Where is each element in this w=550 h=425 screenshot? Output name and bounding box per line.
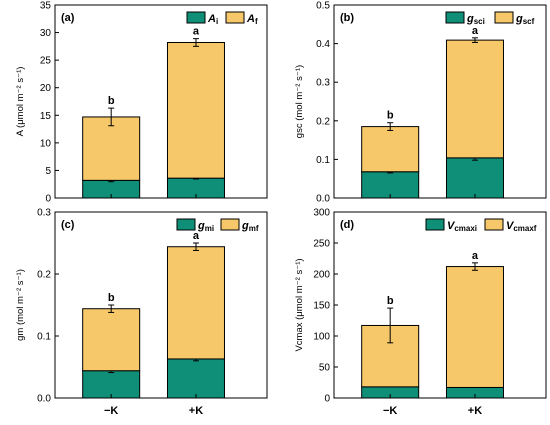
- y-tick-label: 200: [313, 270, 330, 281]
- y-tick-label: 0.2: [316, 116, 330, 127]
- legend-label: Ai: [207, 13, 218, 26]
- legend-swatch: [186, 11, 206, 24]
- y-tick-label: 25: [40, 56, 52, 67]
- y-tick-label: 100: [313, 332, 330, 343]
- y-axis-label: A (μmol m⁻² s⁻¹): [15, 67, 26, 137]
- bar-Vcmaxf-1: [445, 266, 504, 388]
- x-tick-label: −K: [383, 405, 397, 417]
- legend-label: gmi: [197, 220, 214, 233]
- legend-swatch: [445, 11, 465, 24]
- legend-swatch: [220, 218, 240, 231]
- bar-gsci-1: [445, 157, 504, 199]
- axes-frame: [54, 211, 268, 399]
- y-tick-label: 5: [45, 166, 51, 177]
- y-tick-label: 0: [324, 394, 330, 405]
- axes-frame: [333, 4, 547, 199]
- bar-gscf-0: [361, 126, 420, 173]
- bar-Af-1: [166, 41, 225, 179]
- axes-frame: [54, 4, 268, 199]
- panel-label: (b): [340, 12, 354, 24]
- panel-label: (c): [61, 219, 75, 231]
- y-tick-label: 35: [40, 1, 52, 12]
- legend-label: Vcmaxf: [506, 220, 537, 233]
- bar-gscf-1: [445, 39, 504, 159]
- legend-label: gscf: [515, 13, 535, 26]
- y-axis-label: Vcmax (μmol m⁻² s⁻¹): [294, 258, 305, 351]
- panel-label: (d): [340, 219, 354, 231]
- y-tick-label: 300: [313, 208, 330, 219]
- y-tick-label: 10: [40, 138, 52, 149]
- chart-panel-2: baba0.00.10.20.3−K+K(c)gm (mol m⁻² s⁻¹)g…: [15, 208, 268, 417]
- y-axis-label: gsc (mol m⁻² s⁻¹): [294, 65, 305, 138]
- y-tick-label: 30: [40, 28, 52, 39]
- y-tick-label: 250: [313, 239, 330, 250]
- legend-swatch: [425, 218, 445, 231]
- y-tick-label: 0.3: [316, 78, 330, 89]
- significance-letter: a: [193, 230, 200, 242]
- y-axis-label: gm (mol m⁻² s⁻¹): [15, 269, 26, 341]
- x-tick-label: −K: [104, 405, 118, 417]
- y-tick-label: 0.0: [37, 394, 51, 405]
- chart-panel-0: aaba05101520253035(a)A (μmol m⁻² s⁻¹)AfA…: [15, 1, 268, 205]
- y-tick-label: 0.5: [316, 1, 330, 12]
- panel-label: (a): [61, 12, 75, 24]
- y-tick-label: 0.2: [37, 270, 51, 281]
- legend-label: gmf: [241, 220, 259, 233]
- legend-swatch: [225, 11, 245, 24]
- y-tick-label: 150: [313, 301, 330, 312]
- legend-label: gsci: [466, 13, 485, 26]
- significance-letter: b: [108, 292, 115, 304]
- y-tick-label: 0.3: [37, 208, 51, 219]
- significance-letter: b: [108, 95, 115, 107]
- y-tick-label: 50: [319, 363, 331, 374]
- bar-gmf-1: [166, 246, 225, 360]
- x-tick-label: +K: [468, 405, 482, 417]
- y-tick-label: 0.1: [316, 155, 330, 166]
- legend-swatch: [494, 11, 514, 24]
- y-tick-label: 0.1: [37, 332, 51, 343]
- y-tick-label: 0: [45, 194, 51, 205]
- significance-letter: a: [193, 26, 200, 38]
- chart-panel-3: aaba050100150200250300−K+K(d)Vcmax (μmol…: [294, 208, 547, 417]
- bar-gmf-0: [82, 308, 141, 372]
- significance-letter: b: [387, 110, 394, 122]
- bar-gmi-1: [166, 358, 225, 399]
- y-tick-label: 0.4: [316, 39, 330, 50]
- significance-letter: b: [387, 295, 394, 307]
- legend-label: Vcmaxi: [447, 220, 477, 233]
- bar-gmi-0: [82, 370, 141, 399]
- legend-swatch: [176, 218, 196, 231]
- y-tick-label: 0.0: [316, 194, 330, 205]
- significance-letter: a: [472, 250, 479, 262]
- y-tick-label: 15: [40, 111, 52, 122]
- significance-letter: a: [472, 25, 479, 37]
- legend-label: Af: [246, 13, 258, 26]
- chart-panel-1: baba0.00.10.20.30.40.5(b)gsc (mol m⁻² s⁻…: [294, 1, 547, 205]
- x-tick-label: +K: [189, 405, 203, 417]
- legend-swatch: [484, 218, 504, 231]
- y-tick-label: 20: [40, 83, 52, 94]
- bar-Af-0: [82, 116, 141, 181]
- bar-gsci-0: [361, 171, 420, 199]
